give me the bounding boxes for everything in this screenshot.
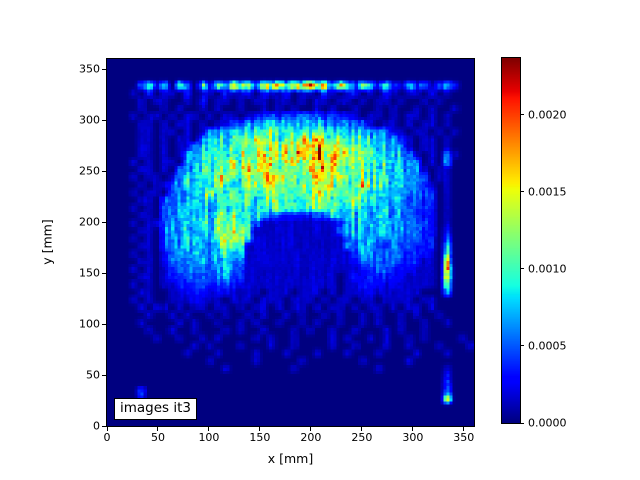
- x-tick-mark: [208, 427, 210, 431]
- y-tick-label: 350: [79, 62, 100, 76]
- colorbar-tick-label: 0.0005: [528, 339, 567, 353]
- colorbar-tick-mark: [520, 422, 524, 424]
- x-tick-label: 200: [300, 431, 322, 444]
- y-tick-label: 100: [79, 317, 100, 331]
- x-tick-mark: [463, 427, 465, 431]
- colorbar-tick-mark: [520, 268, 524, 270]
- x-tick-mark: [412, 427, 414, 431]
- y-tick-mark: [102, 68, 106, 70]
- colorbar-tick-mark: [520, 114, 524, 116]
- y-axis-label: y [mm]: [39, 219, 55, 265]
- colorbar-gradient: [502, 58, 520, 423]
- y-tick-label: 150: [79, 266, 100, 280]
- x-tick-mark: [259, 427, 261, 431]
- plot-area: [106, 58, 475, 427]
- heatmap-image: [107, 59, 474, 426]
- x-tick-label: 100: [198, 431, 220, 444]
- x-axis-label: x [mm]: [267, 451, 314, 466]
- x-tick-label: 0: [103, 431, 111, 444]
- annotation-text: images it3: [120, 400, 192, 416]
- colorbar-tick-mark: [520, 191, 524, 193]
- colorbar-tick-label: 0.0020: [528, 108, 567, 122]
- x-tick-label: 300: [402, 431, 424, 444]
- x-tick-mark: [106, 427, 108, 431]
- annotation-box: images it3: [114, 398, 198, 420]
- x-tick-label: 50: [150, 431, 165, 444]
- x-tick-label: 150: [249, 431, 271, 444]
- y-tick-mark: [102, 323, 106, 325]
- colorbar-tick-label: 0.0010: [528, 262, 567, 276]
- colorbar: [501, 57, 521, 424]
- x-tick-mark: [361, 427, 363, 431]
- y-tick-mark: [102, 425, 106, 427]
- y-tick-label: 200: [79, 215, 100, 229]
- x-tick-mark: [310, 427, 312, 431]
- y-tick-mark: [102, 119, 106, 121]
- x-tick-mark: [157, 427, 159, 431]
- y-tick-label: 250: [79, 164, 100, 178]
- y-tick-mark: [102, 272, 106, 274]
- colorbar-tick-mark: [520, 345, 524, 347]
- y-tick-label: 50: [86, 368, 100, 382]
- x-tick-label: 350: [453, 431, 475, 444]
- colorbar-tick-label: 0.0015: [528, 185, 567, 199]
- y-tick-mark: [102, 221, 106, 223]
- y-tick-label: 0: [93, 419, 100, 433]
- y-tick-mark: [102, 374, 106, 376]
- y-tick-mark: [102, 170, 106, 172]
- colorbar-tick-label: 0.0000: [528, 416, 567, 430]
- x-tick-label: 250: [351, 431, 373, 444]
- y-tick-label: 300: [79, 113, 100, 127]
